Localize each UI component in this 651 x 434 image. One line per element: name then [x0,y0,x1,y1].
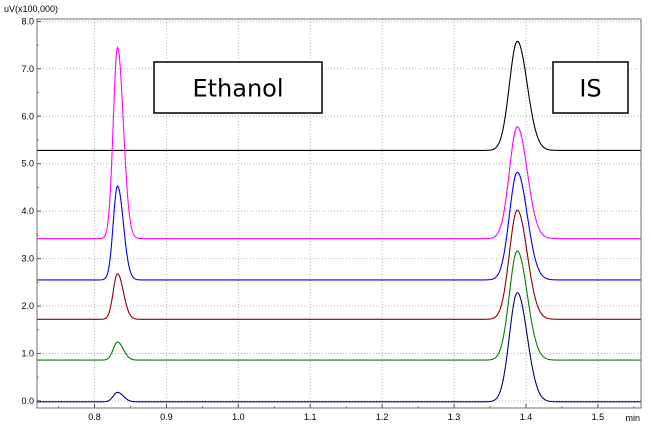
annotation-box-1 [552,61,629,114]
annotation-label-0: Ethanol [192,75,283,103]
plot-frame [36,18,642,409]
annotation-label-1: IS [579,75,601,103]
series-line-2 [37,171,641,281]
x-tick-label: 1.2 [376,412,389,422]
x-tick-label: 1.0 [232,412,245,422]
grid-layer [37,19,641,408]
y-tick-label: 3.0 [21,254,34,264]
series-line-3 [37,209,641,320]
series-line-4 [37,250,641,361]
series-layer [37,40,641,403]
y-tick-label: 2.0 [21,301,34,311]
x-tick-label: 1.5 [592,412,605,422]
series-line-0 [37,40,641,151]
y-tick-label: 0.0 [21,396,34,406]
x-axis-unit-label: min [625,413,640,423]
y-tick-label: 4.0 [21,206,34,216]
y-axis-unit-label: uV(x100,000) [4,4,58,14]
y-tick-label: 1.0 [21,348,34,358]
annotation-layer: Ethanol IS [153,61,629,114]
x-tick-label: 1.1 [304,412,317,422]
series-line-1 [37,46,641,240]
axis-layer: 0.0 1.0 2.0 3.0 4.0 5.0 6.0 7.0 8.0 0.8 0.9 1.0 1.1 1… [21,16,635,422]
x-tick-label: 1.3 [448,412,461,422]
x-tick-label: 0.8 [88,412,101,422]
y-tick-label: 8.0 [21,16,34,26]
annotation-box-0 [153,61,323,114]
y-tick-label: 6.0 [21,111,34,121]
series-line-5 [37,292,641,403]
x-tick-label: 1.4 [520,412,533,422]
y-tick-label: 5.0 [21,159,34,169]
x-tick-label: 0.9 [160,412,173,422]
y-tick-label: 7.0 [21,64,34,74]
